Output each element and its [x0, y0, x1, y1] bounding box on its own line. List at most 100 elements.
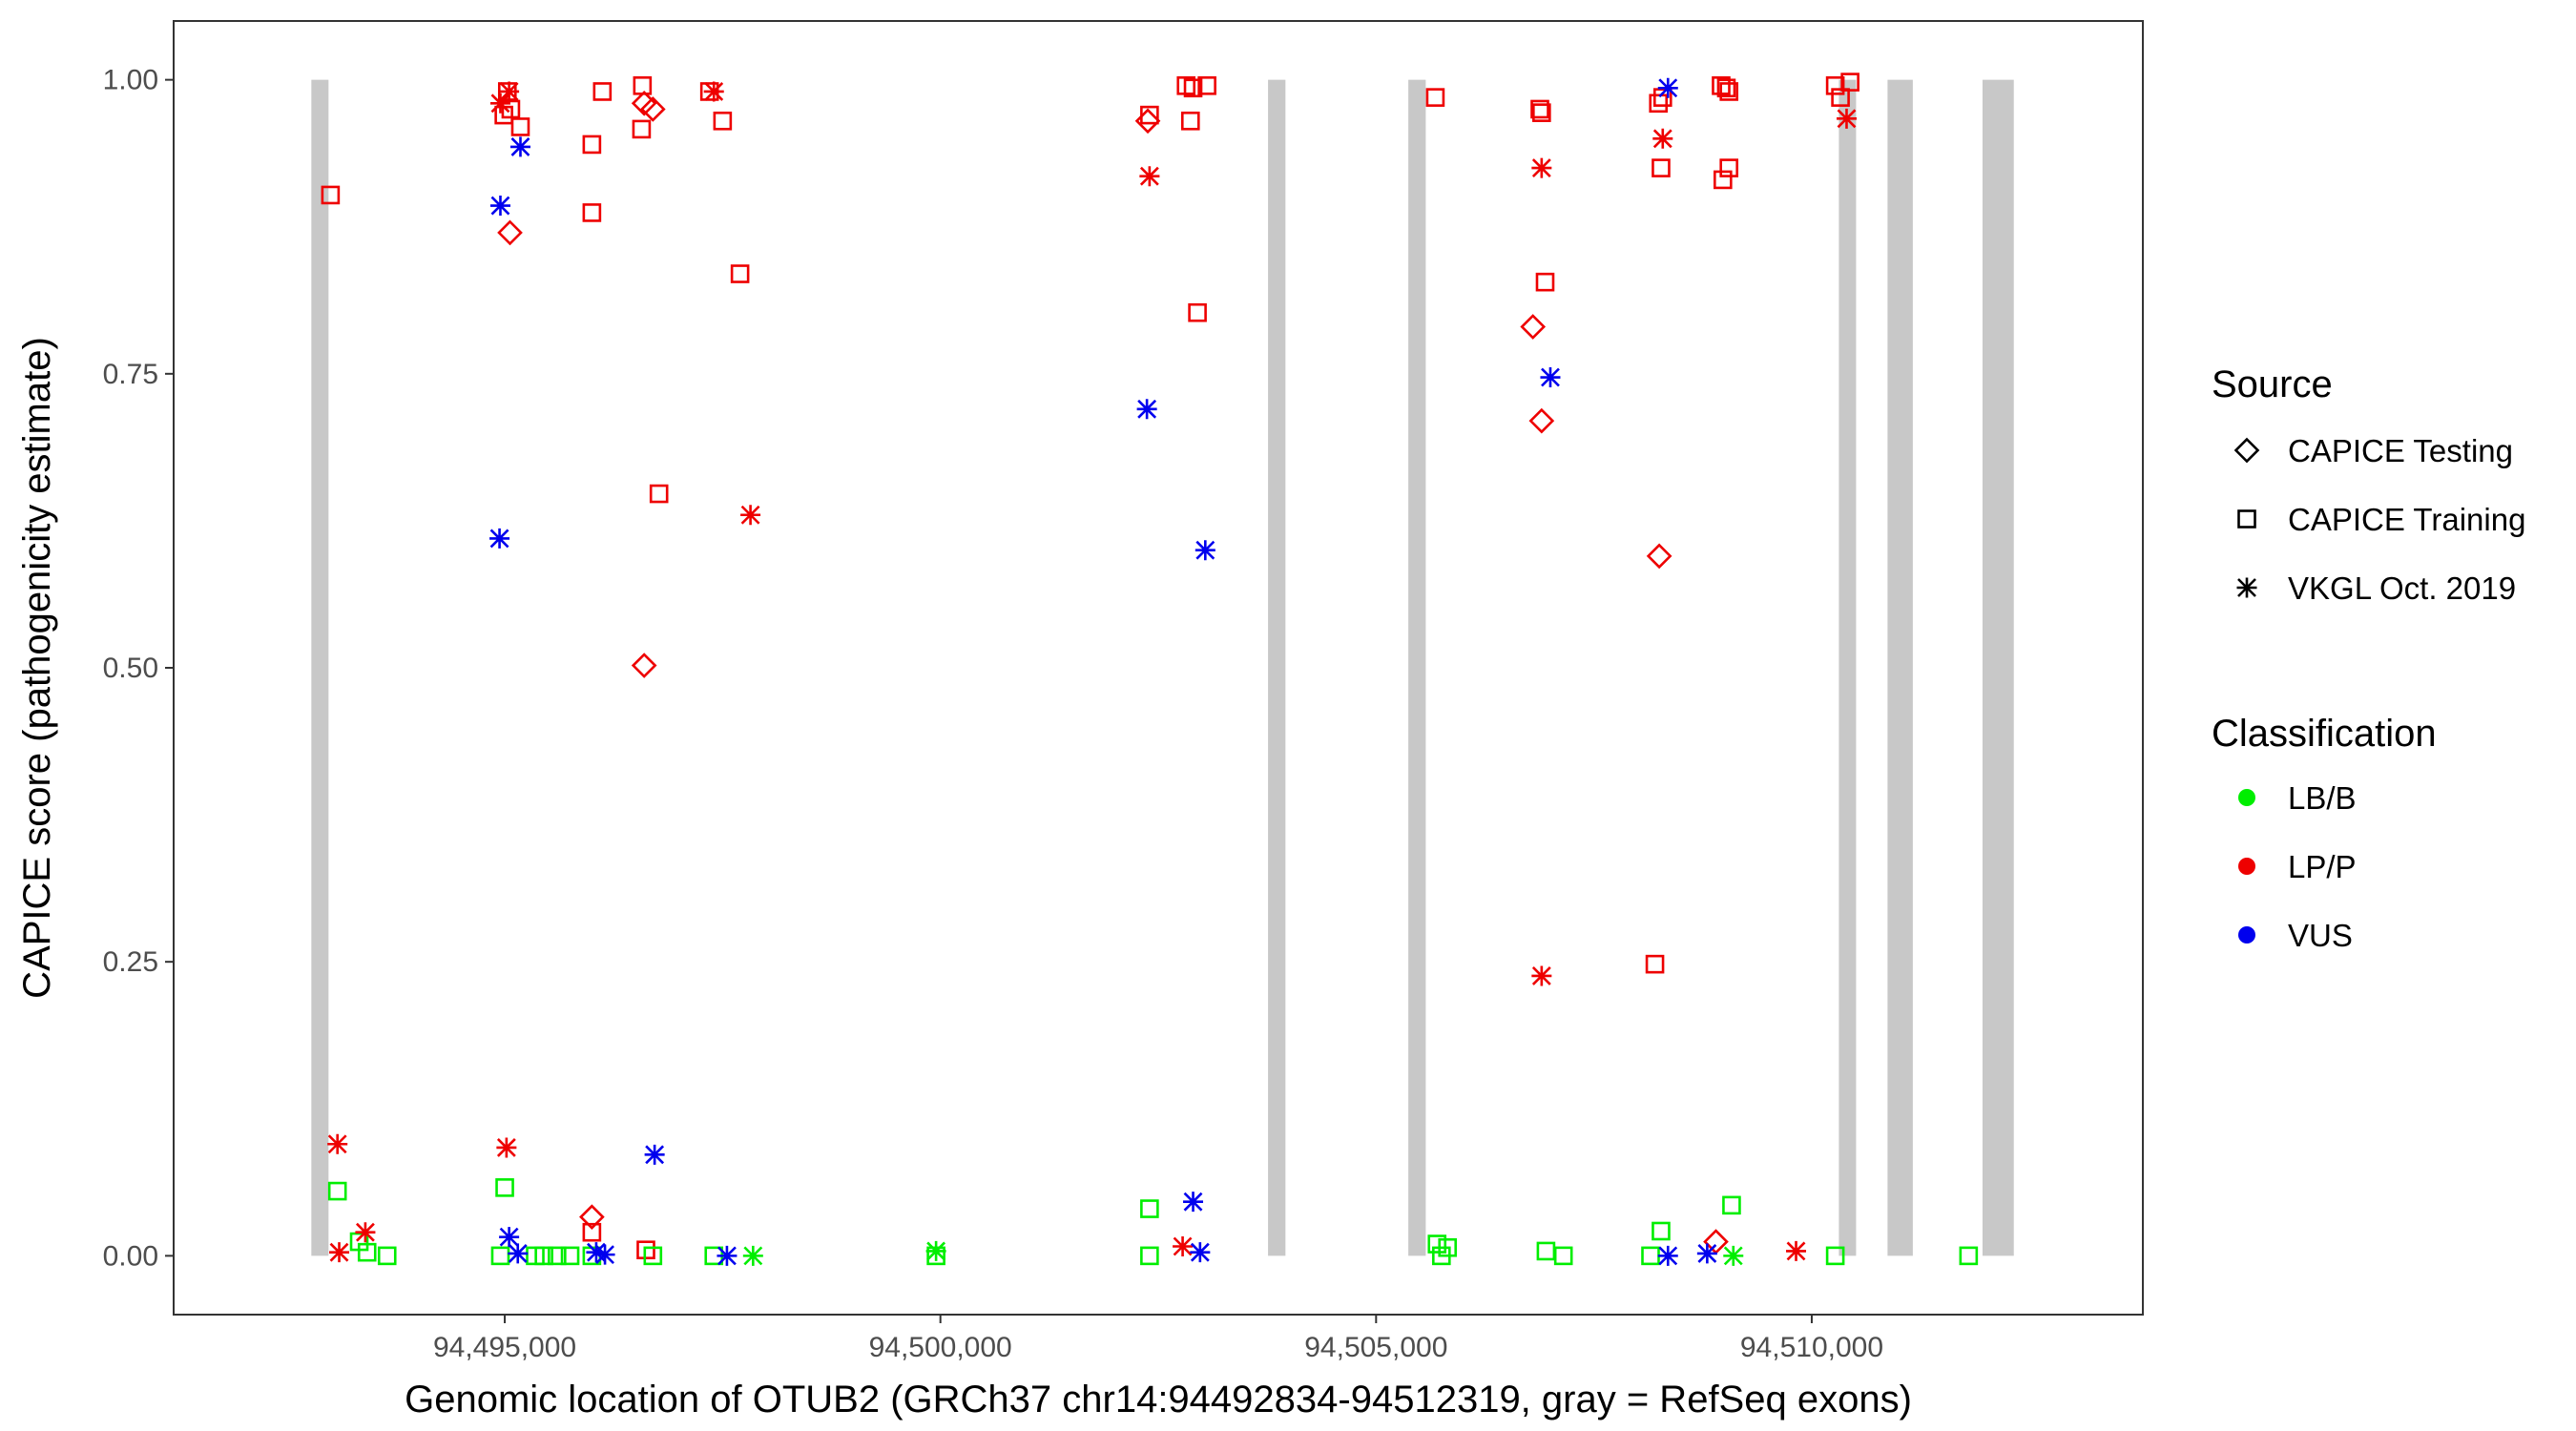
- data-point: [1139, 166, 1160, 187]
- legend-label: LP/P: [2288, 849, 2357, 884]
- data-point: [497, 219, 523, 246]
- data-point: [644, 1144, 665, 1165]
- data-point: [1180, 111, 1200, 131]
- data-point: [1714, 170, 1733, 190]
- data-point: [586, 1242, 607, 1263]
- data-point: [582, 1222, 602, 1242]
- legend-key-diamond: [2233, 437, 2260, 464]
- data-point: [1646, 543, 1672, 570]
- data-point: [1188, 302, 1207, 322]
- exon-bar: [1408, 79, 1426, 1256]
- data-point: [631, 90, 657, 116]
- data-point: [1716, 78, 1736, 98]
- data-point: [1195, 540, 1215, 561]
- data-point: [489, 528, 510, 549]
- data-point: [649, 484, 669, 504]
- data-point: [643, 1246, 663, 1266]
- data-point: [1528, 407, 1555, 434]
- data-point: [496, 1137, 517, 1158]
- data-point: [582, 203, 602, 222]
- data-point: [1840, 73, 1859, 92]
- exon-bar: [1887, 79, 1913, 1256]
- data-point: [534, 1246, 553, 1266]
- data-point: [1696, 1243, 1717, 1264]
- x-axis-title: Genomic location of OTUB2 (GRCh37 chr14:…: [405, 1379, 1912, 1421]
- y-tick-label: 0.50: [103, 653, 158, 684]
- data-point: [1719, 158, 1738, 177]
- data-point: [501, 99, 521, 119]
- x-axis: 94,495,000 94,500,000 94,505,000 94,510,000: [433, 1315, 1883, 1363]
- data-point: [1652, 1221, 1671, 1241]
- legend-key-asterisk: [2236, 577, 2257, 598]
- data-point: [1535, 272, 1555, 292]
- data-point: [1531, 157, 1552, 178]
- data-point: [1183, 1192, 1204, 1213]
- legend-key-dot: [2238, 926, 2255, 944]
- data-point: [1553, 1246, 1573, 1266]
- data-point: [1427, 1234, 1447, 1254]
- data-point: [357, 1242, 377, 1262]
- legend-source-title: Source: [2212, 363, 2333, 405]
- data-point: [594, 1244, 615, 1265]
- data-point: [1723, 1245, 1744, 1266]
- data-point: [1645, 954, 1665, 974]
- legend-label: VUS: [2288, 918, 2353, 953]
- data-point: [495, 1178, 514, 1197]
- data-point: [1432, 1246, 1451, 1266]
- x-tick-label: 94,500,000: [869, 1332, 1012, 1363]
- data-point: [1531, 965, 1552, 986]
- y-tick-label: 0.75: [103, 359, 158, 390]
- data-point: [377, 1246, 397, 1266]
- legend-classification-title: Classification: [2212, 713, 2437, 755]
- data-point: [1722, 1195, 1741, 1215]
- data-point: [1190, 1242, 1211, 1263]
- data-point: [1786, 1240, 1807, 1261]
- data-point: [1540, 367, 1561, 388]
- y-tick-label: 0.00: [103, 1240, 158, 1272]
- data-point: [1425, 88, 1445, 107]
- data-point: [490, 1246, 510, 1266]
- data-point: [1825, 1246, 1845, 1266]
- data-point: [1825, 76, 1845, 95]
- data-point: [1649, 93, 1669, 114]
- legend-key-dot: [2238, 858, 2255, 875]
- data-point: [713, 111, 733, 131]
- data-point: [1140, 1246, 1159, 1266]
- data-point: [560, 1246, 580, 1266]
- data-point: [1140, 105, 1159, 125]
- x-tick-label: 94,510,000: [1740, 1332, 1883, 1363]
- data-point: [1530, 99, 1549, 119]
- data-point: [582, 135, 602, 155]
- legend-source-items: CAPICE Testing CAPICE Training VKGL Oct. 2…: [2233, 433, 2525, 606]
- data-point: [592, 82, 613, 101]
- data-point: [321, 185, 341, 205]
- data-point: [489, 93, 510, 114]
- data-point: [740, 505, 761, 526]
- data-point: [1197, 76, 1216, 95]
- data-point: [632, 119, 652, 139]
- data-points: [321, 73, 1979, 1266]
- data-point: [633, 76, 653, 95]
- x-tick-label: 94,495,000: [433, 1332, 576, 1363]
- data-point: [499, 1227, 520, 1248]
- data-point: [329, 1242, 350, 1263]
- data-point: [1520, 314, 1547, 340]
- data-point: [1532, 103, 1551, 122]
- legend-key-dot: [2238, 789, 2255, 806]
- data-point: [1652, 88, 1672, 107]
- data-point: [327, 1181, 347, 1201]
- legend: Source CAPICE Testing CAPICE Training VKGL…: [2212, 363, 2525, 953]
- data-point: [1657, 77, 1678, 98]
- data-point: [925, 1240, 946, 1261]
- y-axis-title: CAPICE score (pathogenicity estimate): [16, 337, 58, 999]
- data-point: [579, 1204, 605, 1231]
- data-point: [548, 1246, 567, 1266]
- data-point: [631, 653, 657, 678]
- data-point: [1652, 128, 1673, 149]
- data-point: [1140, 1199, 1159, 1218]
- data-point: [489, 196, 510, 217]
- data-point: [499, 81, 520, 102]
- legend-label: LB/B: [2288, 780, 2357, 816]
- y-tick-label: 1.00: [103, 65, 158, 96]
